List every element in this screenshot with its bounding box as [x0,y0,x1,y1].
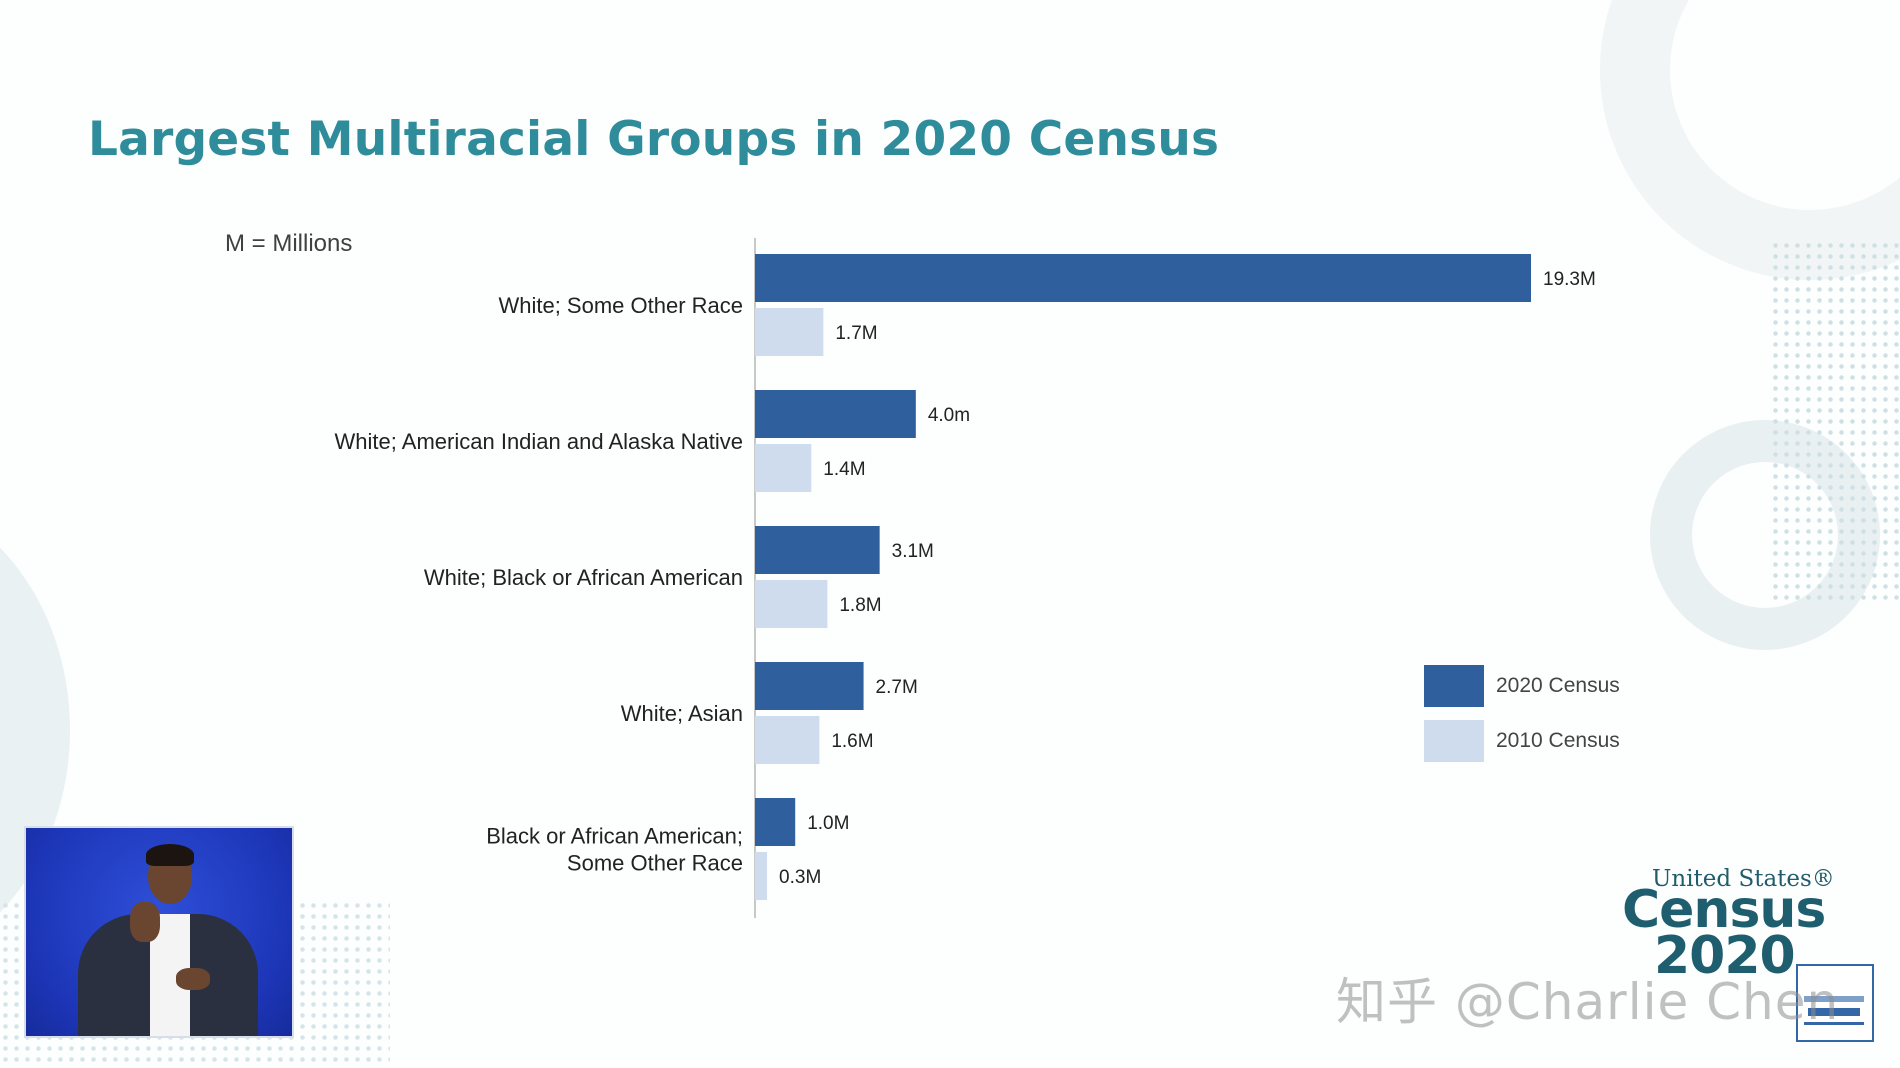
bar-2020 [755,390,916,438]
bar-2020 [755,526,880,574]
logo-line-united-states: United States® [1652,866,1835,892]
data-label-2020: 2.7M [876,677,918,698]
category-label: White; Asian [621,701,743,726]
data-label-2010: 1.8M [839,595,881,616]
data-label-2010: 0.3M [779,867,821,888]
legend-swatch-2020 [1424,665,1484,707]
interpreter-hand [176,968,210,990]
page-title: Largest Multiracial Groups in 2020 Censu… [88,112,1220,167]
watermark: 知乎 @Charlie Chen [1336,973,1840,1031]
data-label-2020: 1.0M [807,813,849,834]
category-label: White; Some Other Race [498,293,743,318]
census-bureau-mini-logo [1796,964,1874,1042]
interpreter-hair [146,844,194,866]
census-2020-logo: United States® Census 2020 [1612,862,1835,986]
bar-2020 [755,798,796,846]
bar-2020 [755,254,1531,302]
logo-line-year: 2020 [1654,926,1796,986]
data-label-2020: 3.1M [892,541,934,562]
bar-2010 [755,716,820,764]
category-label: White; American Indian and Alaska Native [335,429,743,454]
bar-2010 [755,308,824,356]
decorative-dots-right [1770,240,1900,600]
bar-2010 [755,852,768,900]
bar-2010 [755,444,812,492]
data-label-2010: 1.6M [831,731,873,752]
units-note: M = Millions [225,230,353,257]
category-label: White; Black or African American [424,565,743,590]
bar-2020 [755,662,864,710]
category-label: Black or African American; [486,824,743,849]
data-label-2010: 1.4M [823,459,865,480]
data-label-2020: 19.3M [1543,269,1596,290]
data-label-2010: 1.7M [835,323,877,344]
legend-label-2010: 2010 Census [1496,729,1620,752]
sign-language-interpreter-video [24,826,294,1038]
data-label-2020: 4.0m [928,405,970,426]
legend-swatch-2010 [1424,720,1484,762]
interpreter-hand [130,902,160,942]
bar-2010 [755,580,828,628]
logo-line-census: Census [1622,880,1826,940]
category-label: Some Other Race [567,851,743,876]
legend-label-2020: 2020 Census [1496,674,1620,697]
